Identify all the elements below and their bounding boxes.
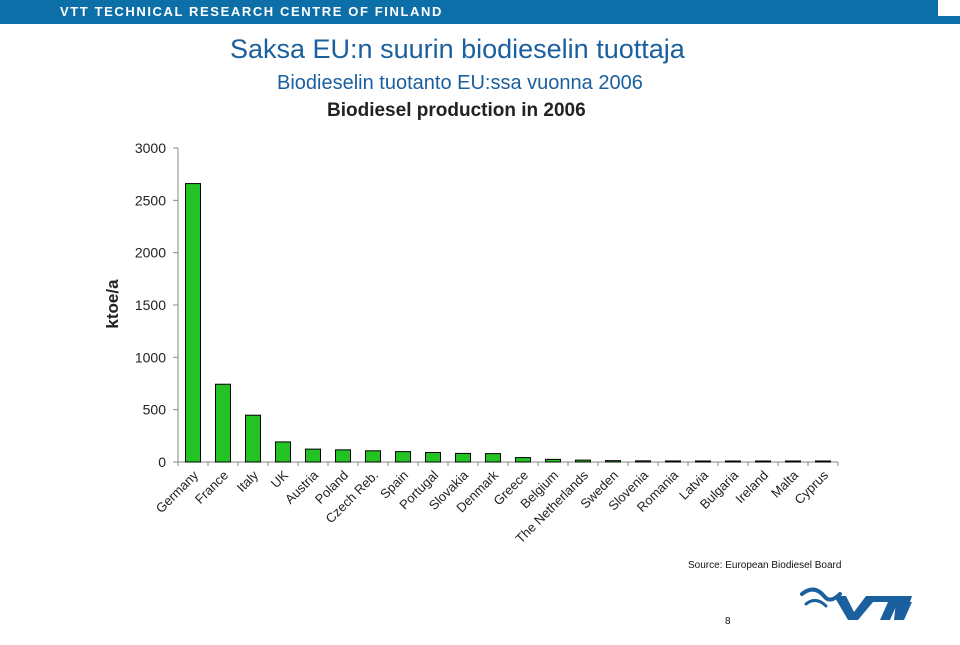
bar (425, 451, 441, 463)
bar (695, 460, 711, 463)
vtt-logo (800, 587, 912, 620)
bar (605, 460, 621, 463)
bar (215, 383, 231, 463)
bar (305, 448, 321, 463)
bar (395, 451, 411, 463)
category-label: Cyprus (791, 467, 831, 507)
category-label: UK (268, 467, 292, 491)
bar (185, 183, 201, 463)
org-name: VTT TECHNICAL RESEARCH CENTRE OF FINLAND (60, 4, 443, 19)
y-tick-label: 3000 (135, 140, 166, 156)
y-tick-label: 0 (158, 454, 166, 470)
y-tick-label: 2500 (135, 192, 166, 208)
page-number: 8 (725, 616, 731, 627)
category-label: France (192, 468, 231, 507)
category-label: Italy (234, 467, 262, 495)
category-label: Ireland (732, 468, 771, 507)
bar (455, 452, 471, 463)
y-tick-label: 2000 (135, 245, 166, 261)
slide-title: Saksa EU:n suurin biodieselin tuottaja (230, 34, 685, 64)
bar (725, 460, 741, 463)
header-corner (938, 0, 960, 16)
bar (635, 460, 651, 463)
bar (575, 459, 591, 463)
y-tick-label: 1500 (135, 297, 166, 313)
bar (245, 414, 261, 463)
bar (335, 449, 351, 463)
bar (365, 450, 381, 463)
bar (785, 460, 801, 463)
slide-subtitle: Biodieselin tuotanto EU:ssa vuonna 2006 (277, 72, 643, 94)
bar (515, 457, 531, 463)
chart-title: Biodiesel production in 2006 (327, 100, 586, 121)
bar (485, 453, 501, 463)
bar (815, 460, 831, 463)
bar (755, 460, 771, 463)
y-tick-label: 500 (143, 402, 167, 418)
y-tick-label: 1000 (135, 349, 166, 365)
category-label: Germany (153, 467, 202, 516)
bar (275, 441, 291, 463)
header-bar: VTT TECHNICAL RESEARCH CENTRE OF FINLAND (0, 0, 960, 24)
bar (545, 458, 561, 463)
source-note: Source: European Biodiesel Board (688, 560, 842, 571)
bar (665, 460, 681, 463)
